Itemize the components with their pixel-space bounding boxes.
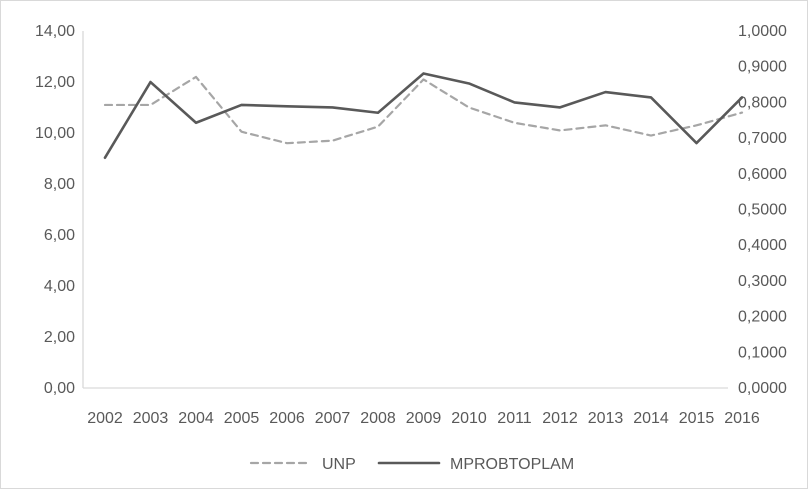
x-tick-label: 2015 (679, 410, 715, 427)
x-tick-label: 2002 (87, 410, 123, 427)
right-y-tick-label: 0,1000 (738, 344, 787, 361)
x-tick-label: 2007 (315, 410, 351, 427)
series-layer (103, 72, 744, 160)
left-y-tick-label: 8,00 (44, 176, 75, 193)
axes-layer (82, 31, 728, 389)
left-y-tick-label: 4,00 (44, 278, 75, 295)
right-y-tick-label: 1,0000 (738, 23, 787, 40)
right-y-tick-label: 0,7000 (738, 130, 787, 147)
right-y-tick-label: 0,6000 (738, 166, 787, 183)
legend-label-mprobtoplam: MPROBTOPLAM (450, 456, 574, 473)
right-y-tick-label: 0,5000 (738, 202, 787, 219)
x-tick-label: 2013 (588, 410, 624, 427)
x-tick-label: 2016 (724, 410, 760, 427)
left-y-tick-label: 2,00 (44, 329, 75, 346)
x-tick-label: 2014 (633, 410, 669, 427)
x-tick-label: 2003 (133, 410, 169, 427)
left-y-tick-label: 14,00 (35, 23, 75, 40)
x-tick-label: 2004 (178, 410, 214, 427)
left-y-tick-label: 0,00 (44, 380, 75, 397)
x-tick-label: 2010 (451, 410, 487, 427)
right-y-tick-label: 0,0000 (738, 380, 787, 397)
right-y-tick-label: 0,3000 (738, 273, 787, 290)
right-y-tick-label: 0,2000 (738, 309, 787, 326)
x-tick-label: 2006 (269, 410, 305, 427)
labels-layer: 0,00 2,00 4,00 6,00 8,00 10,00 12,00 14,00 0,000… (35, 23, 787, 427)
x-tick-label: 2012 (542, 410, 578, 427)
right-y-tick-label: 0,9000 (738, 59, 787, 76)
legend-label-unp: UNP (322, 456, 356, 473)
left-y-tick-label: 6,00 (44, 227, 75, 244)
left-y-tick-label: 12,00 (35, 74, 75, 91)
x-tick-label: 2011 (497, 410, 532, 427)
series-line-mprobtoplam (103, 72, 744, 160)
right-y-tick-label: 0,4000 (738, 237, 787, 254)
legend-layer: UNP MPROBTOPLAM (249, 456, 574, 473)
series-line-unp (103, 75, 744, 145)
x-tick-label: 2008 (360, 410, 396, 427)
right-y-tick-label: 0,8000 (738, 94, 787, 111)
x-tick-label: 2005 (224, 410, 260, 427)
left-y-tick-label: 10,00 (35, 125, 75, 142)
x-tick-label: 2009 (406, 410, 442, 427)
